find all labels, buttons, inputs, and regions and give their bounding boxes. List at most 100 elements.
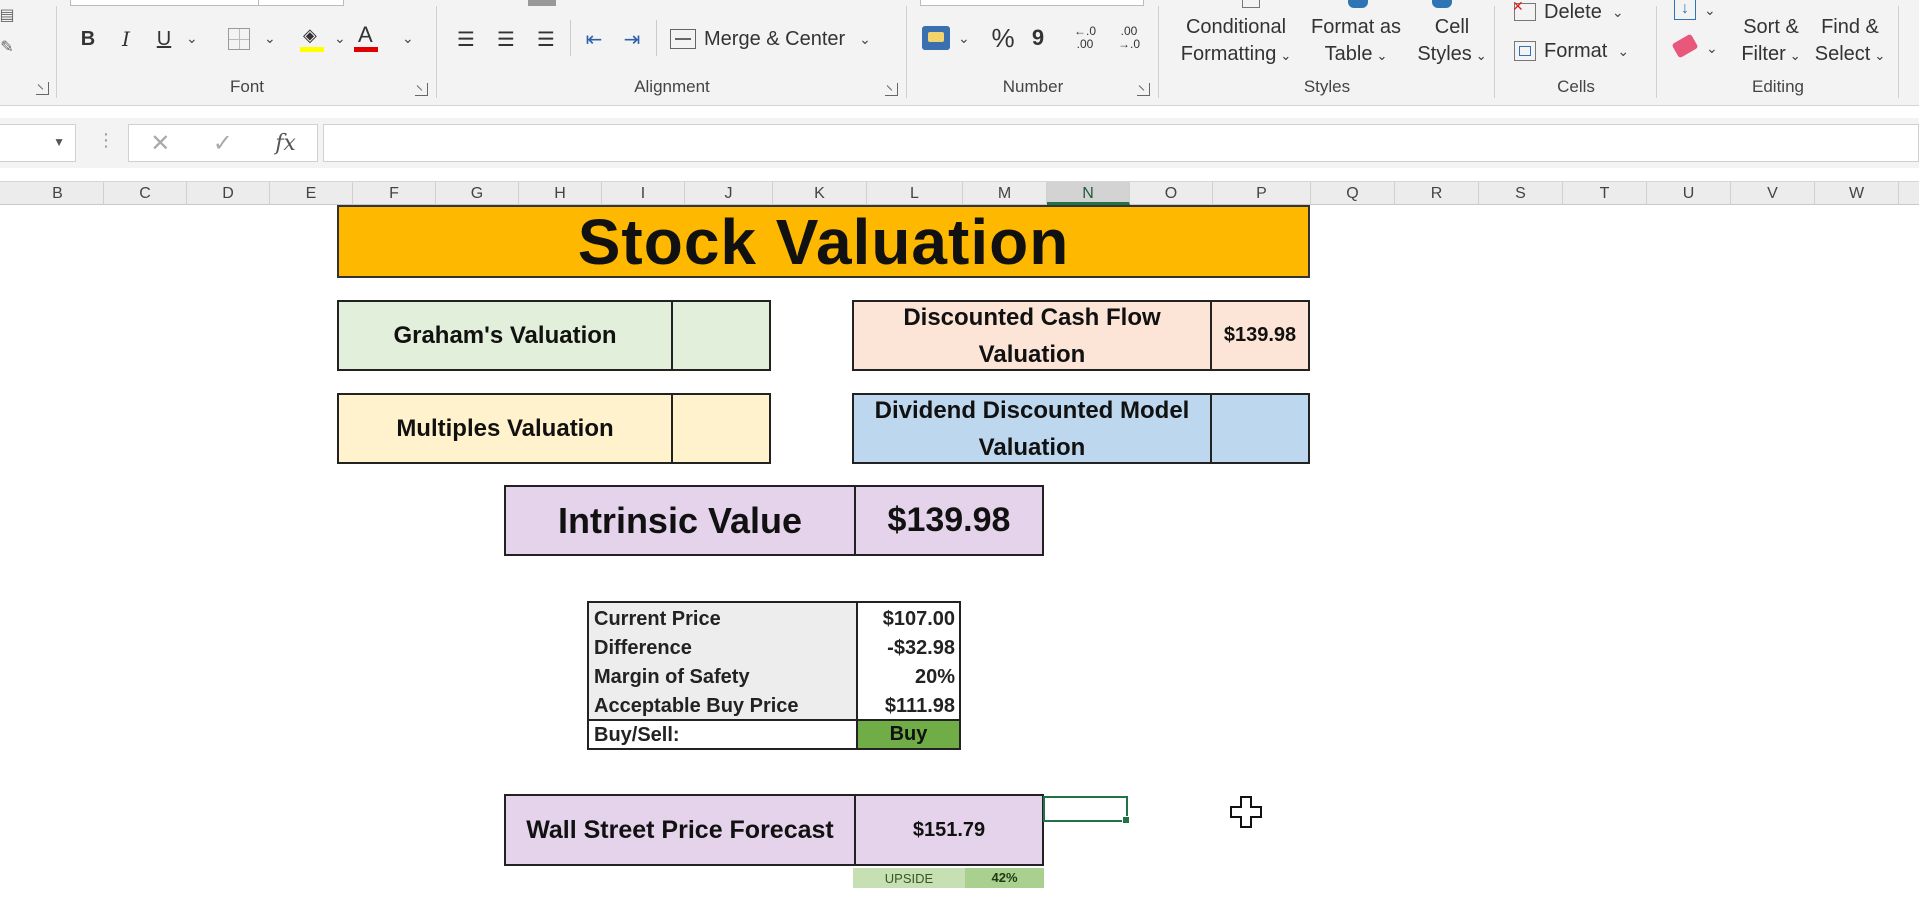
comma-style-button[interactable]: 9 — [1031, 25, 1045, 50]
bold-button[interactable]: B — [80, 27, 96, 50]
wall-street-forecast-value[interactable]: $151.79 — [912, 818, 986, 841]
multiples-valuation-value[interactable] — [673, 395, 769, 462]
column-header-f[interactable]: F — [353, 182, 436, 205]
format-as-table-icon — [1348, 0, 1368, 8]
active-cell-selection[interactable] — [1043, 796, 1130, 824]
borders-dropdown-icon[interactable]: ⌄ — [264, 30, 276, 46]
column-header-d[interactable]: D — [187, 182, 270, 205]
formula-bar-grip-icon[interactable]: ⋮ — [97, 130, 115, 150]
borders-icon[interactable] — [228, 28, 250, 50]
acceptable-buy-price-row[interactable]: Acceptable Buy Price $111.98 — [589, 692, 959, 721]
cells-group: ✕ Delete ⌄ Format ⌄ Cells — [1496, 0, 1656, 106]
fill-dropdown-icon[interactable]: ⌄ — [1704, 2, 1716, 18]
column-header-n[interactable]: N — [1047, 182, 1130, 205]
multiples-valuation-box[interactable]: Multiples Valuation — [337, 393, 771, 464]
cell-styles-button[interactable]: Cell Styles ⌄ — [1414, 14, 1490, 69]
alignment-launcher-icon[interactable] — [885, 83, 898, 96]
column-header-p[interactable]: P — [1213, 182, 1311, 205]
merge-center-button[interactable]: Merge & Center ⌄ — [670, 24, 871, 54]
column-header-s[interactable]: S — [1479, 182, 1563, 205]
column-header-t[interactable]: T — [1563, 182, 1647, 205]
fill-color-dropdown-icon[interactable]: ⌄ — [334, 30, 346, 46]
align-right-icon[interactable]: ☰ — [537, 28, 555, 51]
margin-of-safety-row[interactable]: Margin of Safety 20% — [589, 663, 959, 692]
font-color-dropdown-icon[interactable]: ⌄ — [402, 30, 414, 46]
font-size-box[interactable] — [258, 0, 344, 6]
underline-dropdown-icon[interactable]: ⌄ — [186, 30, 198, 46]
percent-style-button[interactable]: % — [991, 22, 1015, 53]
ddm-valuation-value[interactable] — [1212, 395, 1308, 462]
enter-icon[interactable]: ✓ — [212, 129, 233, 157]
name-box-dropdown-icon[interactable]: ▼ — [53, 135, 65, 149]
fill-color-icon[interactable]: ◈ — [298, 24, 326, 54]
dcf-valuation-box[interactable]: Discounted Cash Flow Valuation $139.98 — [852, 300, 1310, 371]
font-name-box[interactable] — [70, 0, 270, 6]
cell-cursor-icon — [1230, 796, 1262, 828]
column-header-l[interactable]: L — [867, 182, 963, 205]
wall-street-forecast-box[interactable]: Wall Street Price Forecast $151.79 — [504, 794, 1044, 866]
buy-sell-value[interactable]: Buy — [858, 721, 959, 748]
column-header-w[interactable]: W — [1815, 182, 1899, 205]
align-center-icon[interactable]: ☰ — [497, 28, 515, 51]
column-header-u[interactable]: U — [1647, 182, 1731, 205]
italic-button[interactable]: I — [122, 27, 130, 51]
alignment-group-label: Alignment — [634, 77, 710, 96]
column-header-k[interactable]: K — [773, 182, 867, 205]
difference-row[interactable]: Difference -$32.98 — [589, 634, 959, 663]
font-color-icon[interactable]: A — [352, 22, 380, 54]
number-launcher-icon[interactable] — [1137, 83, 1150, 96]
formula-input[interactable] — [323, 124, 1919, 162]
column-header-m[interactable]: M — [963, 182, 1047, 205]
align-left-icon[interactable]: ☰ — [457, 28, 475, 51]
column-header-j[interactable]: J — [685, 182, 773, 205]
ddm-valuation-box[interactable]: Dividend Discounted Model Valuation — [852, 393, 1310, 464]
column-header-e[interactable]: E — [270, 182, 353, 205]
column-header-i[interactable]: I — [602, 182, 685, 205]
format-button[interactable]: Format ⌄ — [1514, 38, 1629, 64]
format-as-table-button[interactable]: Format as Table ⌄ — [1302, 14, 1410, 69]
column-header-r[interactable]: R — [1395, 182, 1479, 205]
column-header-v[interactable]: V — [1731, 182, 1815, 205]
dcf-valuation-value[interactable]: $139.98 — [1223, 324, 1297, 346]
increase-indent-icon[interactable]: ⇥ — [623, 28, 641, 51]
intrinsic-value-box[interactable]: Intrinsic Value $139.98 — [504, 485, 1044, 556]
number-format-box[interactable] — [920, 0, 1144, 6]
column-header-g[interactable]: G — [436, 182, 519, 205]
graham-valuation-box[interactable]: Graham's Valuation — [337, 300, 771, 371]
accounting-dropdown-icon[interactable]: ⌄ — [958, 30, 970, 46]
delete-button[interactable]: ✕ Delete ⌄ — [1512, 0, 1624, 24]
buy-sell-row[interactable]: Buy/Sell: — [589, 721, 959, 750]
clipboard-icon[interactable]: ▤ — [0, 7, 15, 24]
underline-button[interactable]: U — [156, 27, 172, 50]
fill-icon[interactable]: ↓ — [1674, 0, 1696, 20]
insert-function-icon[interactable]: fx — [275, 130, 296, 156]
sheet-title[interactable]: Stock Valuation — [337, 205, 1310, 278]
clear-dropdown-icon[interactable]: ⌄ — [1706, 40, 1718, 56]
cancel-icon[interactable]: ✕ — [150, 129, 171, 157]
column-header-h[interactable]: H — [519, 182, 602, 205]
decrease-decimal-button[interactable]: .00 →.0 — [1117, 24, 1141, 51]
name-box[interactable]: ▼ — [0, 124, 76, 162]
format-as-table-label-text: Table — [1324, 43, 1373, 65]
current-price-row[interactable]: Current Price $107.00 — [589, 605, 959, 634]
sort-filter-button[interactable]: Sort & Filter ⌄ — [1736, 14, 1806, 69]
format-painter-icon[interactable]: ✎ — [0, 39, 14, 56]
format-as-table-dropdown-icon: ⌄ — [1376, 48, 1388, 63]
column-header-c[interactable]: C — [104, 182, 187, 205]
clipboard-launcher-icon[interactable] — [36, 82, 49, 95]
upside-row[interactable]: UPSIDE 42% — [853, 868, 1044, 888]
column-header-b[interactable]: B — [12, 182, 104, 205]
accounting-format-icon[interactable] — [922, 26, 950, 50]
clear-icon[interactable] — [1671, 33, 1699, 59]
cell-styles-label-text: Styles — [1417, 43, 1472, 65]
find-select-button[interactable]: Find & Select ⌄ — [1810, 14, 1890, 69]
column-header-o[interactable]: O — [1130, 182, 1213, 205]
graham-valuation-value[interactable] — [673, 302, 769, 369]
decrease-indent-icon[interactable]: ⇤ — [585, 28, 603, 51]
conditional-formatting-button[interactable]: Conditional Formatting ⌄ — [1174, 14, 1298, 69]
increase-decimal-button[interactable]: ←.0 .00 — [1073, 24, 1100, 51]
column-header-q[interactable]: Q — [1311, 182, 1395, 205]
orientation-icon[interactable] — [528, 0, 556, 6]
intrinsic-value-amount[interactable]: $139.98 — [887, 501, 1011, 539]
font-launcher-icon[interactable] — [415, 83, 428, 96]
